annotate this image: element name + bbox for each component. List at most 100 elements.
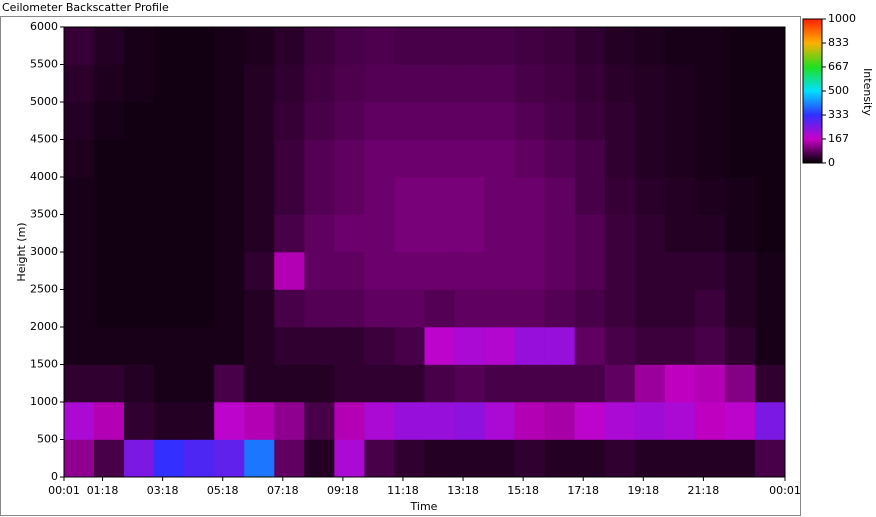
heatmap-cell [214,439,245,478]
heatmap-cell [424,402,455,440]
heatmap-cell [694,289,726,328]
y-tick-label: 6000 [30,20,58,33]
heatmap-cell [544,102,576,140]
heatmap-cell [424,327,455,365]
heatmap-cell [394,402,425,440]
heatmap-cell [694,402,726,440]
heatmap-cell [274,439,305,478]
heatmap-cell [154,402,185,440]
heatmap-cell [424,139,455,178]
heatmap-cell [334,214,365,253]
x-tick-label: 05:18 [207,484,239,497]
heatmap-cell [154,64,185,103]
heatmap-cell [214,102,245,140]
heatmap-cell [304,402,335,440]
heatmap-cell [214,402,245,440]
heatmap-cell [394,64,425,103]
heatmap-cell [274,177,305,215]
heatmap-cell [364,102,395,140]
heatmap-cell [604,64,636,103]
heatmap-cell [574,27,606,65]
heatmap-cell [244,177,275,215]
colorbar-tick-label: 500 [828,84,849,97]
heatmap-cell [394,439,425,478]
heatmap-cell [334,27,365,65]
heatmap-cell [334,439,365,478]
heatmap-cell [544,289,576,328]
heatmap-cell [634,289,666,328]
heatmap-cell [694,364,726,403]
y-tick-label: 0 [51,470,58,483]
heatmap-cell [454,214,485,253]
heatmap-cell [124,252,155,290]
heatmap-cell [304,214,335,253]
y-tick-label: 500 [37,433,58,446]
heatmap-cell [244,327,275,365]
heatmap-cell [514,252,545,290]
heatmap-cell [364,364,395,403]
heatmap-cell [124,214,155,253]
heatmap-cell [664,252,696,290]
heatmap-cell [94,402,125,440]
x-tick-label: 01:18 [87,484,119,497]
heatmap-cell [184,327,215,365]
heatmap-cell [154,289,185,328]
heatmap-cell [214,139,245,178]
heatmap-cell [724,214,756,253]
heatmap-cell [664,327,696,365]
heatmap-cell [724,364,756,403]
heatmap-cell [64,64,95,103]
heatmap-cell [94,177,125,215]
heatmap-cell [64,102,95,140]
heatmap-cell [154,252,185,290]
colorbar-tick-label: 167 [828,132,849,145]
heatmap-cell [454,364,485,403]
heatmap-cell [94,289,125,328]
heatmap-cell [154,177,185,215]
heatmap-cell [544,252,576,290]
heatmap-cell [574,139,606,178]
heatmap-cell [484,64,515,103]
heatmap-cell [184,177,215,215]
heatmap-cell [664,214,696,253]
heatmap-cell [754,402,786,440]
y-tick-label: 2000 [30,320,58,333]
heatmap-cell [664,102,696,140]
heatmap-cell [64,252,95,290]
heatmap-cell [484,214,515,253]
heatmap-cell [394,102,425,140]
heatmap-cell [544,177,576,215]
heatmap-cell [304,439,335,478]
heatmap-cell [94,139,125,178]
heatmap-cell [334,364,365,403]
heatmap-cell [514,402,545,440]
heatmap-cell [124,289,155,328]
colorbar-label: Intensity [861,68,874,116]
heatmap-cell [154,364,185,403]
heatmap-cell [304,139,335,178]
heatmap-cell [514,289,545,328]
x-axis-label: Time [410,500,438,513]
heatmap-cell [634,327,666,365]
heatmap-cell [64,139,95,178]
y-tick-label: 3500 [30,208,58,221]
heatmap-cell [604,439,636,478]
heatmap-cell [184,214,215,253]
heatmap-cell [334,402,365,440]
heatmap-cell [484,177,515,215]
heatmap-cell [754,139,786,178]
y-axis-label: Height (m) [15,222,28,281]
heatmap-cell [94,102,125,140]
x-tick-label: 15:18 [507,484,539,497]
heatmap-cell [274,102,305,140]
heatmap-cell [484,439,515,478]
heatmap-cell [334,102,365,140]
heatmap-cell [694,214,726,253]
heatmap-cell [514,439,545,478]
heatmap-cell [364,177,395,215]
y-tick-label: 4500 [30,133,58,146]
heatmap-cell [424,252,455,290]
heatmap-cell [484,102,515,140]
heatmap-cell [154,102,185,140]
heatmap-cell [574,102,606,140]
